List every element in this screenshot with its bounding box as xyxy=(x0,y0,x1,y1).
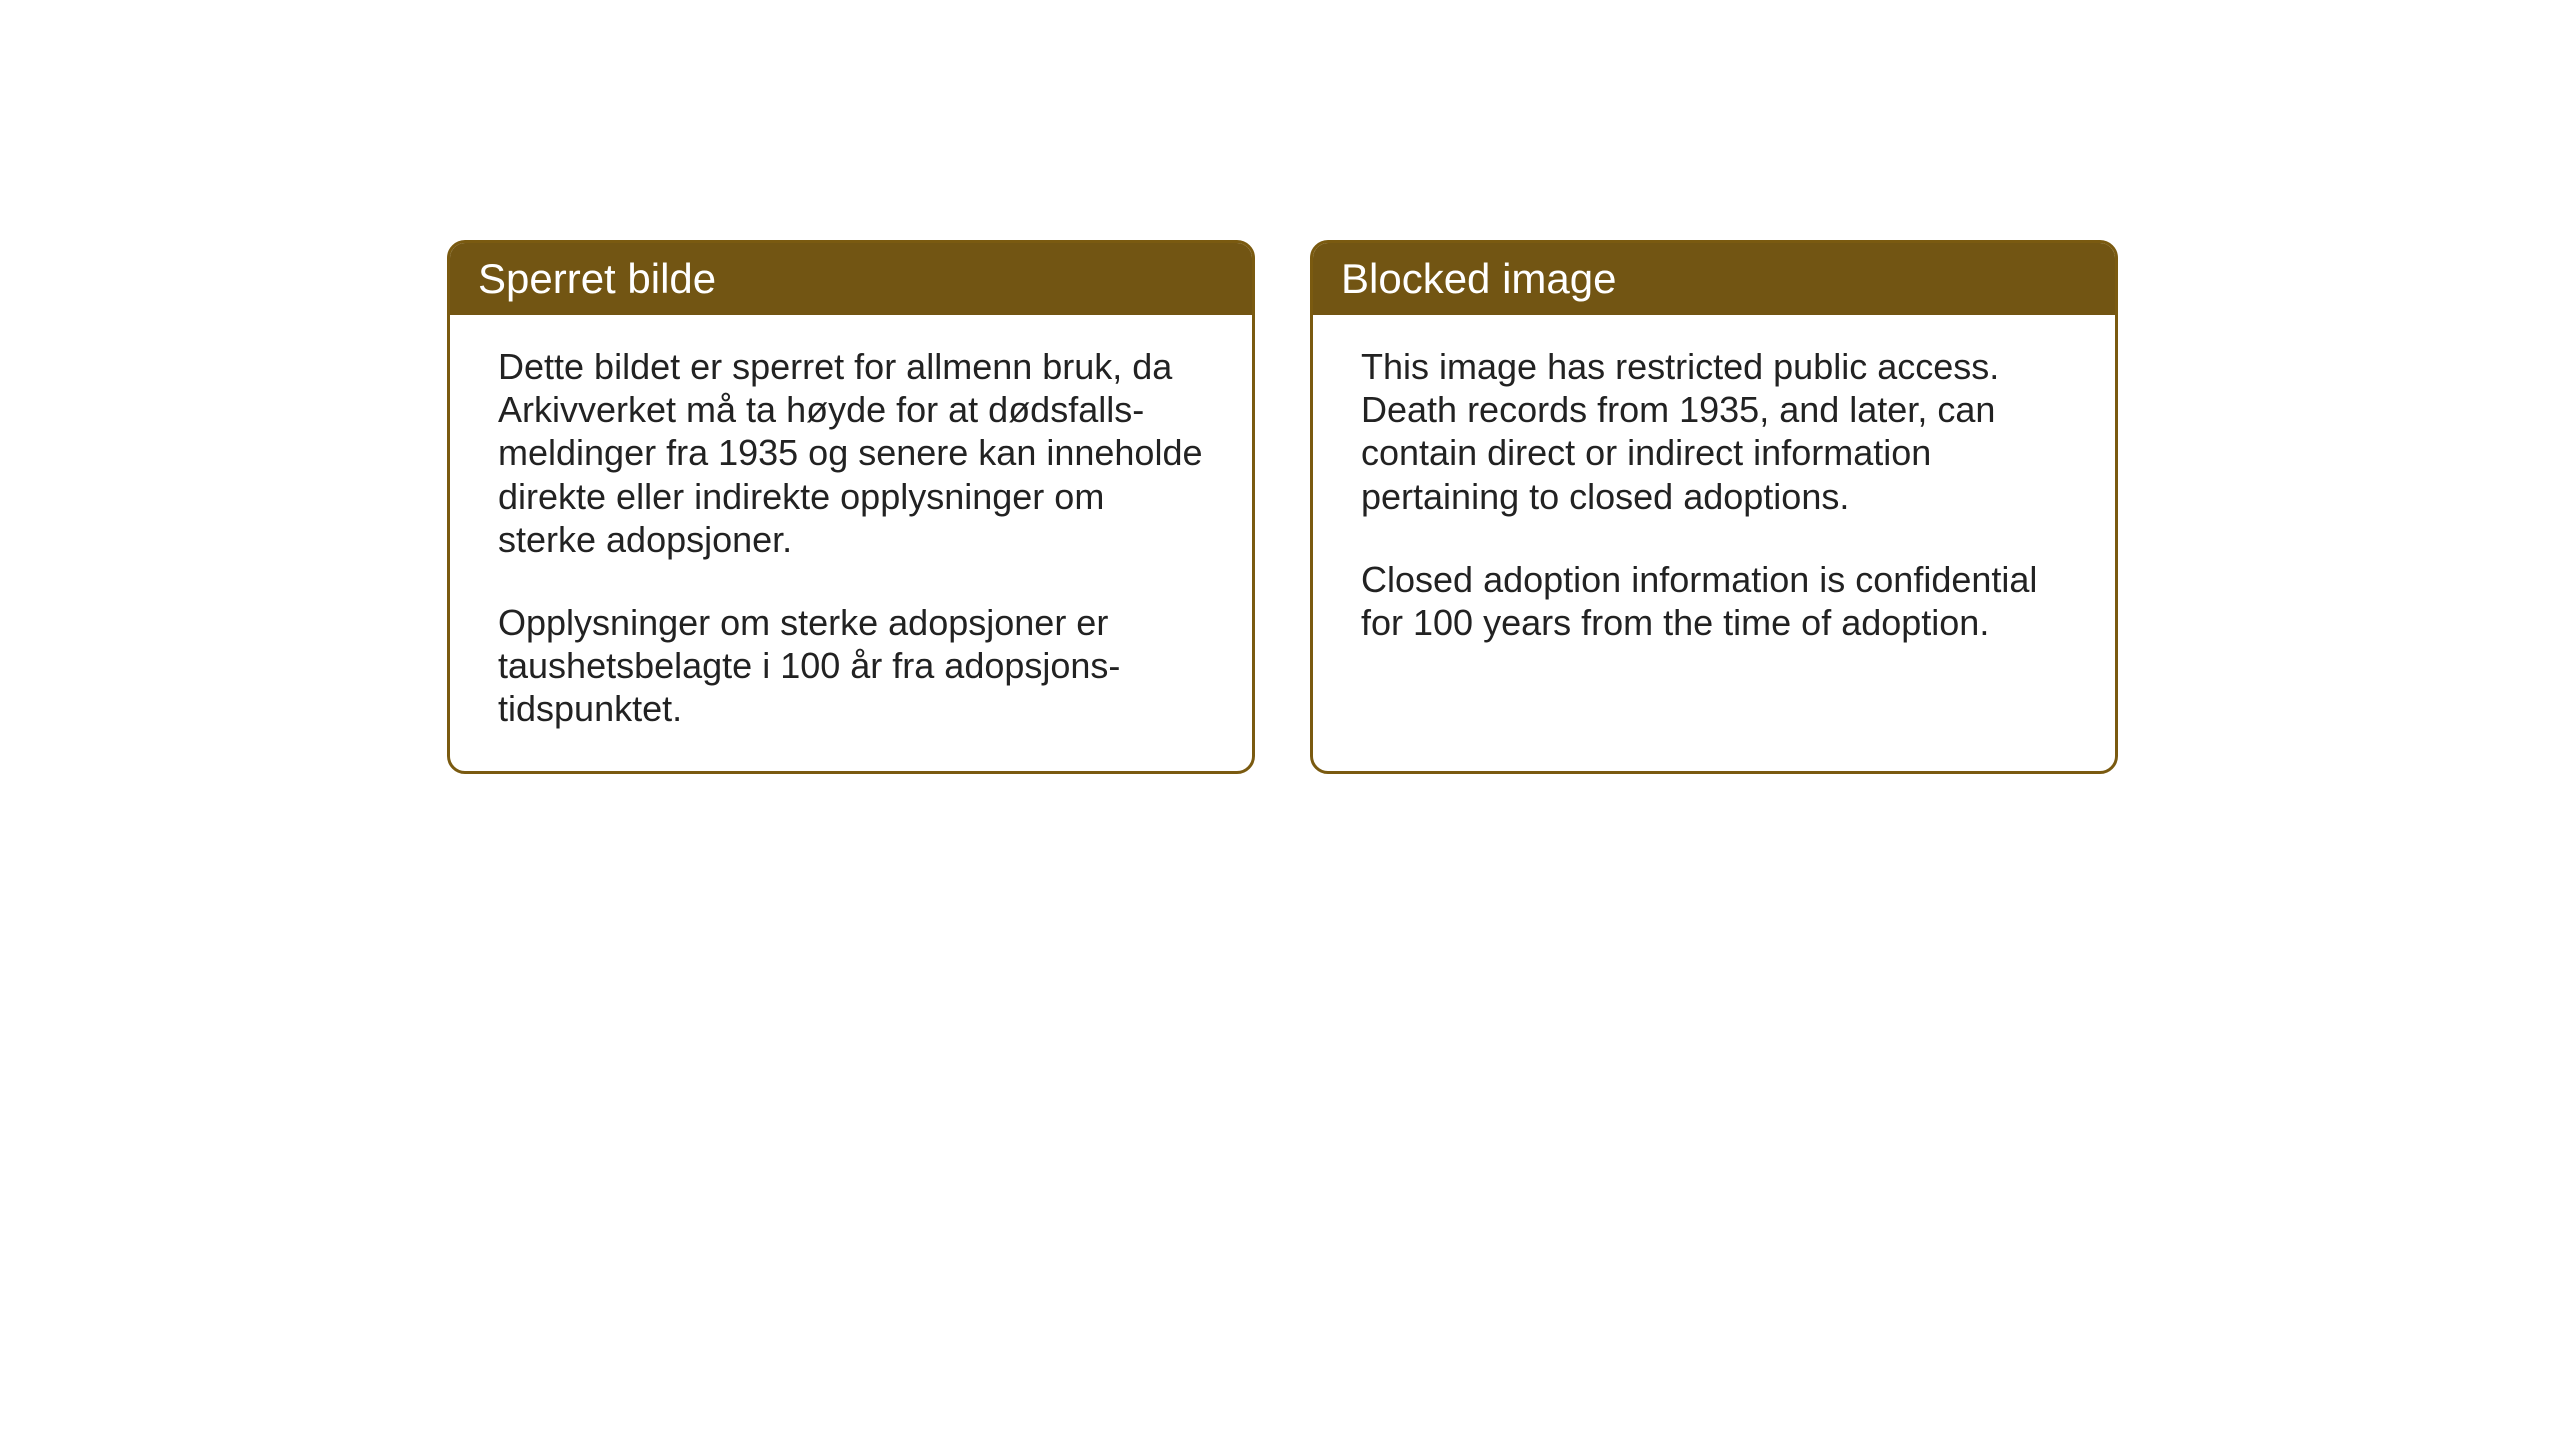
card-body-norwegian: Dette bildet er sperret for allmenn bruk… xyxy=(450,315,1252,771)
cards-container: Sperret bilde Dette bildet er sperret fo… xyxy=(447,240,2118,774)
card-paragraph-english-2: Closed adoption information is confident… xyxy=(1361,558,2067,644)
card-header-english: Blocked image xyxy=(1313,243,2115,315)
card-paragraph-norwegian-1: Dette bildet er sperret for allmenn bruk… xyxy=(498,345,1204,561)
card-body-english: This image has restricted public access.… xyxy=(1313,315,2115,745)
card-paragraph-english-1: This image has restricted public access.… xyxy=(1361,345,2067,518)
card-title-norwegian: Sperret bilde xyxy=(478,255,716,302)
card-paragraph-norwegian-2: Opplysninger om sterke adopsjoner er tau… xyxy=(498,601,1204,731)
card-norwegian: Sperret bilde Dette bildet er sperret fo… xyxy=(447,240,1255,774)
card-english: Blocked image This image has restricted … xyxy=(1310,240,2118,774)
card-header-norwegian: Sperret bilde xyxy=(450,243,1252,315)
card-title-english: Blocked image xyxy=(1341,255,1616,302)
